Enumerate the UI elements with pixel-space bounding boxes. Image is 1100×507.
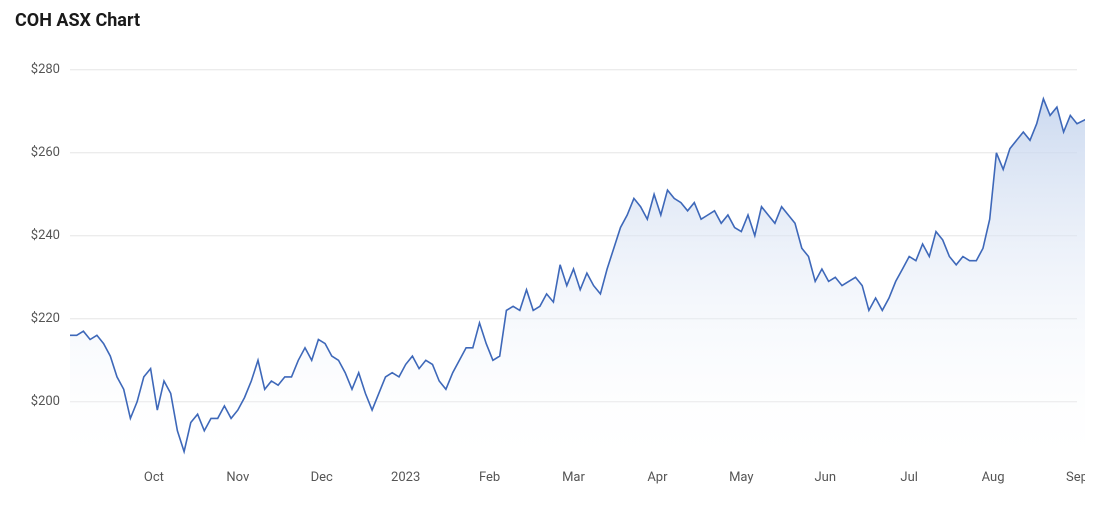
chart-container: COH ASX Chart $200 $220 $240 $260 $280 Oct No…	[0, 0, 1100, 507]
svg-text:Jun: Jun	[814, 470, 836, 485]
area-chart-svg[interactable]: $200 $220 $240 $260 $280 Oct Nov Dec 2023 Feb Mar…	[15, 39, 1085, 489]
svg-text:Feb: Feb	[479, 470, 500, 485]
svg-text:Oct: Oct	[144, 470, 164, 485]
svg-text:Aug: Aug	[982, 470, 1005, 485]
svg-text:Dec: Dec	[311, 470, 333, 485]
chart-title: COH ASX Chart	[15, 10, 1085, 31]
svg-text:Nov: Nov	[226, 470, 250, 485]
plot-area[interactable]: $200 $220 $240 $260 $280 Oct Nov Dec 2023 Feb Mar…	[15, 39, 1085, 490]
svg-text:Mar: Mar	[562, 470, 585, 485]
svg-text:2023: 2023	[391, 470, 420, 485]
x-axis-labels: Oct Nov Dec 2023 Feb Mar Apr May Jun Jul Aug Sep	[144, 470, 1085, 485]
svg-text:Sep: Sep	[1066, 470, 1085, 485]
svg-text:May: May	[729, 470, 753, 485]
svg-text:Jul: Jul	[900, 470, 918, 485]
svg-text:$240: $240	[31, 228, 60, 243]
svg-text:$280: $280	[31, 62, 60, 77]
svg-text:$220: $220	[31, 311, 60, 326]
y-axis-labels: $200 $220 $240 $260 $280	[31, 62, 60, 409]
svg-text:$260: $260	[31, 145, 60, 160]
svg-text:$200: $200	[31, 394, 60, 409]
svg-text:Apr: Apr	[647, 470, 668, 485]
